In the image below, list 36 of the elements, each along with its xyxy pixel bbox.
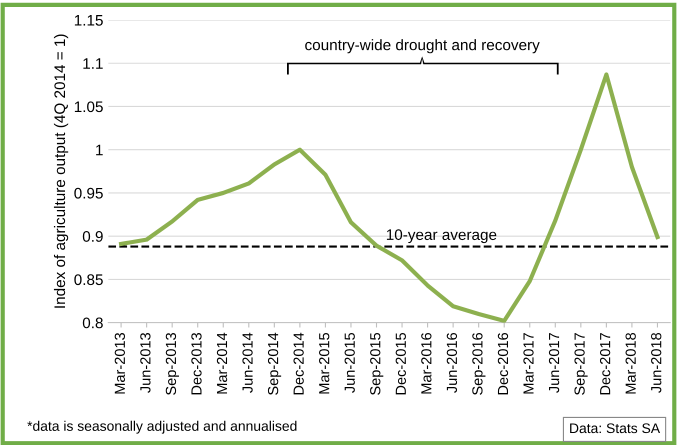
- x-tick-label: Sep-2017: [574, 333, 588, 395]
- x-tick-label: Jun-2018: [651, 332, 662, 393]
- x-tick-label: Dec-2016: [498, 332, 508, 394]
- y-tick-label: 1.05: [74, 101, 103, 112]
- annotation: country-wide drought and recovery: [305, 39, 540, 54]
- x-tick-label: Mar-2013: [114, 332, 126, 394]
- x-tick-label: Sep-2016: [472, 332, 486, 395]
- x-tick-label: Sep-2015: [370, 332, 384, 395]
- x-tick-label: Sep-2013: [166, 332, 179, 395]
- y-tick-label: 0.95: [74, 188, 103, 199]
- x-tick-label: Mar-2018: [626, 332, 636, 394]
- y-axis-title: Index of agriculture output (4Q 2014 = 1): [54, 34, 68, 308]
- y-tick-label: 1: [96, 144, 103, 156]
- line-series: [119, 72, 660, 323]
- y-tick-label: 1.15: [74, 15, 103, 26]
- x-tick-label: Dec-2015: [396, 332, 406, 394]
- x-tick-label: Dec-2013: [191, 332, 202, 394]
- x-tick-label: Dec-2014: [293, 332, 304, 394]
- x-tick-label: Mar-2016: [421, 332, 432, 394]
- x-tick-label: Jun-2016: [446, 332, 458, 393]
- x-tick-label: Sep-2014: [268, 332, 282, 395]
- x-tick-label: Mar-2014: [216, 332, 228, 394]
- y-tick-label: 0.9: [82, 231, 103, 242]
- text: *data is seasonally adjusted and annualised: [27, 420, 296, 434]
- y-tick-label: 0.8: [82, 317, 103, 328]
- x-tick-label: Mar-2017: [523, 333, 534, 394]
- x-tick-label: Jun-2013: [140, 332, 151, 393]
- x-tick-label: Mar-2015: [319, 332, 330, 394]
- x-tick-label: Dec-2017: [600, 333, 610, 394]
- x-tick-label: Jun-2014: [242, 332, 253, 393]
- y-tick-label: 0.85: [74, 274, 103, 286]
- ref-line-label: 10-year average: [386, 229, 496, 244]
- text: Data: Stats SA: [570, 423, 660, 434]
- x-tick-label: Jun-2015: [344, 332, 355, 393]
- x-tick-label: Jun-2017: [548, 333, 560, 393]
- y-tick-label: 1.1: [83, 58, 103, 69]
